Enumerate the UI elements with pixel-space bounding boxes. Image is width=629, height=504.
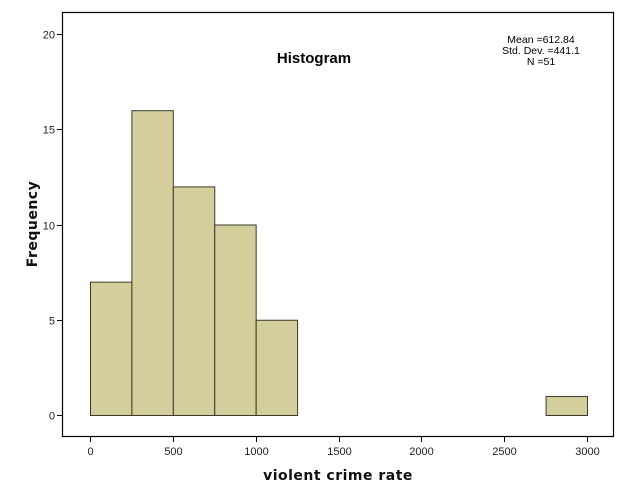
- stats-mean: Mean =612.84: [507, 34, 575, 46]
- chart-title: Histogram: [277, 50, 351, 67]
- x-axis-title: violent crime rate: [263, 468, 413, 484]
- histogram-bar: [90, 281, 133, 416]
- y-axis: 0 5 10 15 20: [43, 30, 62, 423]
- y-tick-label: 20: [43, 30, 55, 42]
- y-axis-title: Frequency: [25, 181, 41, 267]
- x-tick-label: 500: [164, 446, 182, 458]
- histogram-bars: [90, 110, 588, 417]
- x-tick-label: 3000: [575, 446, 599, 458]
- stats-n: N =51: [527, 56, 555, 68]
- histogram-bar: [255, 319, 299, 416]
- histogram-bar: [131, 110, 174, 416]
- x-tick-label: 0: [87, 446, 93, 458]
- x-tick-label: 2000: [409, 446, 433, 458]
- histogram-bar: [545, 395, 588, 417]
- stats-legend: Mean =612.84 Std. Dev. =441.1 N =51: [502, 34, 580, 68]
- y-tick-label: 15: [43, 125, 55, 137]
- histogram-bar: [172, 186, 216, 416]
- y-tick-label: 10: [43, 221, 55, 233]
- x-tick-label: 1000: [244, 446, 268, 458]
- y-tick-label: 5: [49, 316, 55, 328]
- stats-std-dev: Std. Dev. =441.1: [502, 45, 580, 57]
- histogram-bar: [214, 224, 257, 416]
- y-tick-label: 0: [49, 411, 55, 423]
- x-axis: 0 500 1000 1500 2000 2500 3000: [87, 437, 600, 458]
- x-tick-label: 2500: [492, 446, 516, 458]
- x-tick-label: 1500: [327, 446, 351, 458]
